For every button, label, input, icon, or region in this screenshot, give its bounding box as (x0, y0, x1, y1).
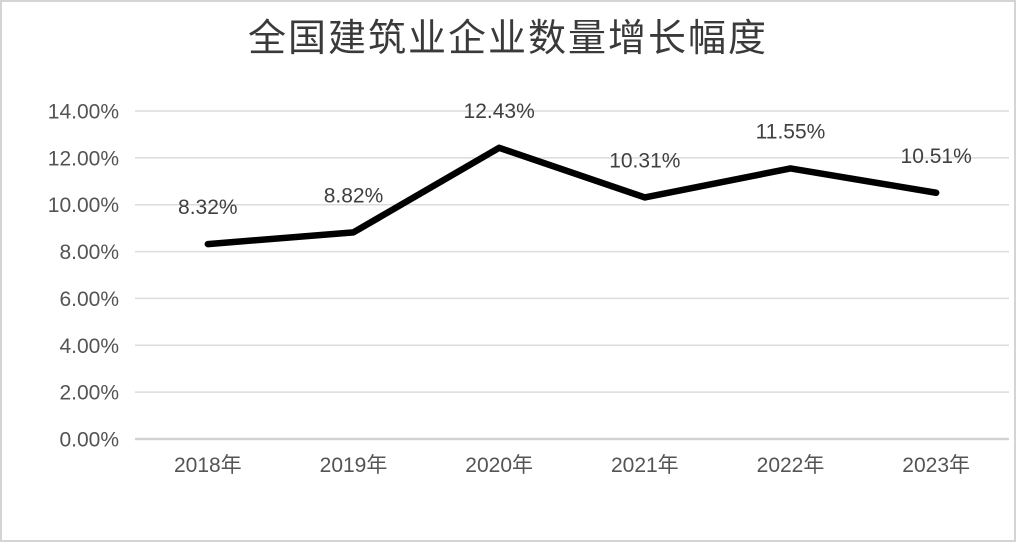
x-tick-label: 2018年 (174, 454, 242, 477)
x-tick-label: 2023年 (902, 454, 970, 477)
y-tick-label: 10.00% (48, 194, 119, 217)
x-tick-label: 2022年 (757, 454, 825, 477)
y-tick-label: 12.00% (48, 147, 119, 170)
x-tick-label: 2019年 (320, 454, 388, 477)
chart-title: 全国建筑业企业数量增长幅度 (247, 18, 768, 60)
x-tick-label: 2020年 (465, 454, 533, 477)
y-tick-label: 4.00% (59, 335, 119, 358)
series-line (204, 144, 940, 248)
y-tick-label: 0.00% (59, 429, 119, 452)
y-tick-label: 2.00% (59, 382, 119, 405)
y-tick-label: 8.00% (59, 241, 119, 264)
data-label: 10.51% (901, 145, 972, 168)
y-tick-label: 14.00% (48, 101, 119, 124)
data-label: 12.43% (464, 100, 535, 123)
data-label: 8.32% (178, 196, 238, 219)
data-label: 10.31% (609, 149, 680, 172)
y-tick-label: 6.00% (59, 288, 119, 311)
data-label: 11.55% (756, 120, 826, 143)
x-tick-label: 2021年 (611, 454, 679, 477)
data-label: 8.82% (324, 184, 384, 207)
